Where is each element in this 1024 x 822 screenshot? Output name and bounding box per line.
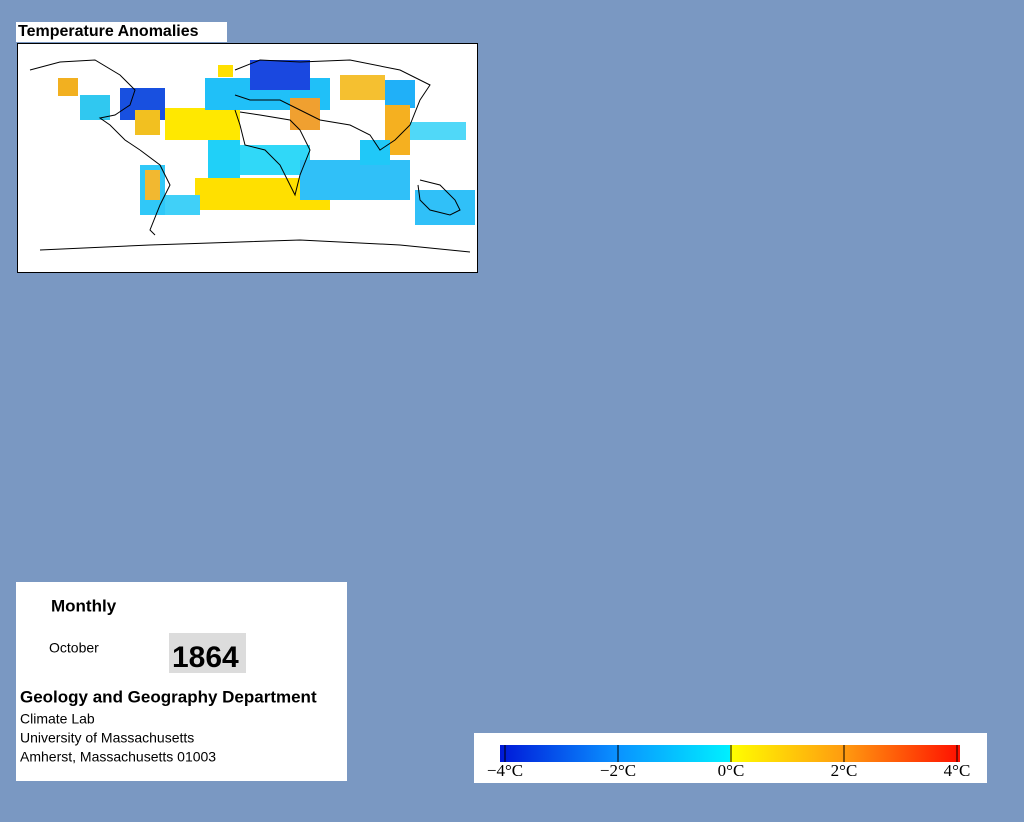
map xyxy=(17,43,478,273)
colorbar-tick-label: −2°C xyxy=(600,761,636,780)
title-box xyxy=(16,22,227,42)
colorbar-gradient xyxy=(500,745,960,762)
map-title: Temperature Anomalies xyxy=(18,23,199,40)
colorbar-tick-label: 2°C xyxy=(831,761,858,780)
colorbar-tick-label: −4°C xyxy=(487,761,523,780)
department: Geology and Geography Department xyxy=(20,687,317,706)
colorbar-tick-label: 4°C xyxy=(944,761,971,780)
info-panel: Monthly October 1864 Geology and Geograp… xyxy=(16,582,347,781)
year: 1864 xyxy=(172,641,239,674)
address: Amherst, Massachusetts 01003 xyxy=(20,749,216,765)
year-box xyxy=(169,633,246,673)
university: University of Massachusetts xyxy=(20,730,194,746)
lab: Climate Lab xyxy=(20,711,95,727)
frequency: Monthly xyxy=(51,596,117,615)
month: October xyxy=(49,640,99,656)
colorbar: −4°C −2°C 0°C 2°C 4°C xyxy=(474,733,987,783)
colorbar-tick-label: 0°C xyxy=(718,761,745,780)
